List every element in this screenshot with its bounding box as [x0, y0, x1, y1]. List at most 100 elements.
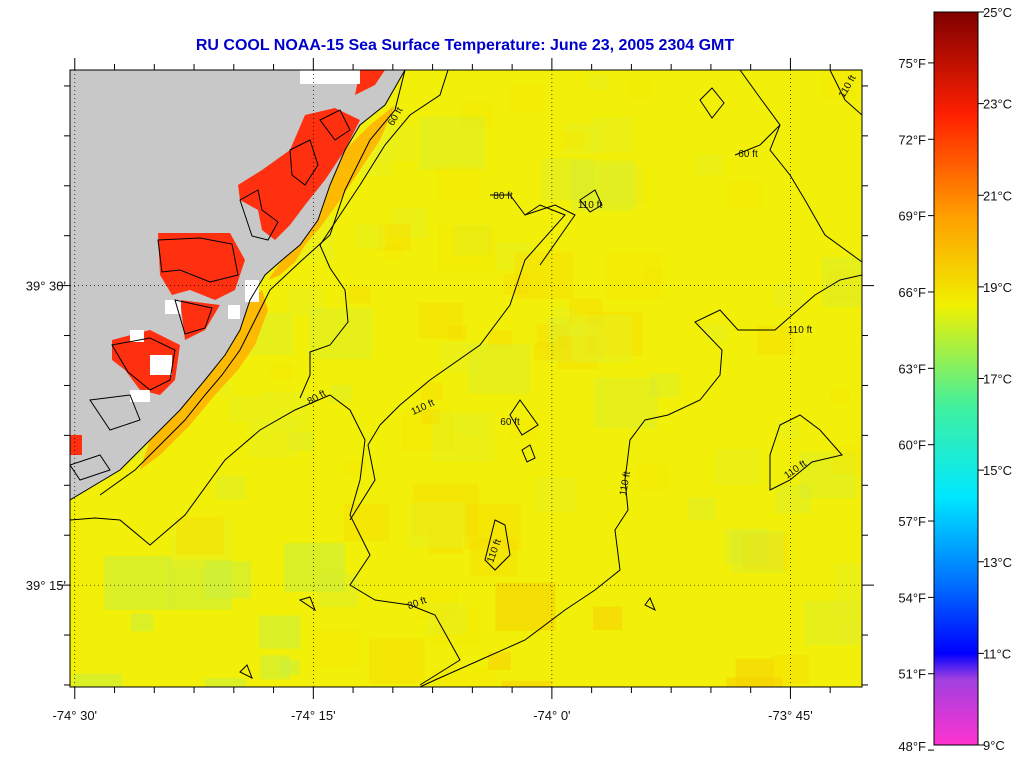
- graticule: [70, 70, 862, 687]
- map-title: RU COOL NOAA-15 Sea Surface Temperature:…: [195, 37, 735, 54]
- sst-patch: [503, 273, 529, 295]
- sst-patch: [705, 324, 728, 343]
- sst-patch: [778, 420, 801, 439]
- sst-patch: [421, 382, 443, 400]
- warm-bay-water: [70, 70, 385, 455]
- colorbar-celsius-label: 21°C: [983, 188, 1012, 203]
- sst-patch: [348, 285, 371, 304]
- sst-patch: [104, 555, 172, 610]
- sst-patch: [727, 180, 763, 209]
- sst-patch: [637, 464, 670, 490]
- sst-patch: [420, 409, 440, 425]
- sst-patch: [215, 475, 246, 500]
- sst-patch: [553, 307, 576, 325]
- sst-patch: [564, 123, 603, 154]
- sst-patch: [534, 477, 578, 512]
- colorbar-celsius-label: 25°C: [983, 5, 1012, 20]
- sst-patch: [731, 531, 784, 573]
- sst-patch: [588, 74, 608, 90]
- depth-contours: [70, 70, 862, 687]
- sst-patch: [259, 615, 301, 649]
- sst-patch: [311, 630, 360, 669]
- sst-patch: [438, 225, 496, 271]
- sst-patch: [536, 323, 570, 350]
- sst-patch: [821, 257, 862, 308]
- sst-patch: [644, 267, 664, 283]
- colorbar-fahrenheit-label: 66°F: [898, 285, 926, 300]
- sst-patch: [715, 449, 761, 486]
- lon-tick-label: -73° 45': [768, 708, 813, 723]
- colorbar: [933, 11, 979, 746]
- sst-patch: [464, 503, 522, 550]
- colorbar-fahrenheit-label: 48°F: [898, 739, 926, 754]
- sst-patch: [170, 519, 232, 568]
- sst-patch: [204, 561, 252, 599]
- sst-patch: [495, 582, 556, 631]
- colorbar-celsius-label: 23°C: [983, 97, 1012, 112]
- sst-patch: [308, 308, 373, 359]
- sst-patch: [228, 395, 263, 423]
- sst-patch: [687, 497, 716, 521]
- sst-patch: [724, 528, 769, 565]
- sst-patch: [431, 411, 495, 462]
- sst-patch: [453, 224, 493, 256]
- sst-patch: [72, 673, 123, 687]
- lon-tick-label: -74° 30': [52, 708, 97, 723]
- sst-patch: [594, 377, 658, 429]
- sst-patch: [650, 373, 680, 398]
- sst-patch: [488, 651, 511, 670]
- colorbar-celsius-label: 9°C: [983, 738, 1005, 753]
- sst-patch: [303, 686, 322, 687]
- sst-patch: [317, 574, 359, 607]
- colorbar-celsius-label: 15°C: [983, 463, 1012, 478]
- contour-label: 60 ft: [500, 417, 520, 428]
- sst-patch: [355, 224, 386, 249]
- sst-patch: [418, 302, 464, 339]
- sst-patch: [436, 166, 479, 201]
- colorbar-celsius-label: 13°C: [983, 555, 1012, 570]
- sst-patch: [571, 314, 632, 363]
- sst-patch: [131, 613, 154, 632]
- sst-patch: [829, 387, 850, 404]
- colorbar-fahrenheit-label: 54°F: [898, 590, 926, 605]
- sst-patch: [384, 245, 403, 260]
- colorbar-fahrenheit-label: 72°F: [898, 132, 926, 147]
- sst-patch: [831, 445, 862, 474]
- sst-patch: [390, 207, 429, 238]
- colorbar-celsius-label: 11°C: [983, 646, 1011, 661]
- contour-label: 110 ft: [618, 470, 633, 496]
- colorbar-fahrenheit-label: 69°F: [898, 209, 926, 224]
- sst-patch: [592, 606, 623, 631]
- sst-patch: [835, 562, 862, 615]
- contour-label: 110 ft: [578, 200, 602, 211]
- lat-tick-label: 39° 30': [26, 279, 66, 294]
- colorbar-celsius-label: 17°C: [983, 372, 1012, 387]
- sst-patch: [495, 242, 531, 271]
- sst-patch: [510, 419, 535, 440]
- sst-patch: [249, 418, 299, 458]
- sst-patch: [426, 603, 467, 636]
- colorbar-ticks: [928, 11, 984, 751]
- sst-patch: [826, 270, 862, 303]
- sst-patch: [509, 84, 544, 113]
- sst-patch: [836, 621, 862, 645]
- colorbar-fahrenheit-label: 51°F: [898, 667, 926, 682]
- orange-shelf-water: [140, 105, 395, 470]
- sst-patch: [343, 458, 366, 478]
- lon-tick-label: -74° 0': [533, 708, 570, 723]
- lon-tick-label: -74° 15': [291, 708, 336, 723]
- sst-patch: [533, 342, 557, 361]
- colorbar-celsius-label: 19°C: [983, 280, 1012, 295]
- sst-patch: [461, 102, 494, 128]
- sst-patch: [441, 341, 479, 372]
- sst-patch: [696, 154, 723, 176]
- contour-label: 110 ft: [788, 325, 812, 336]
- colorbar-fahrenheit-label: 63°F: [898, 361, 926, 376]
- sst-patch: [204, 678, 246, 687]
- sst-patch: [448, 325, 468, 341]
- sst-patch: [488, 330, 513, 350]
- sst-patch: [329, 384, 352, 403]
- sst-patch: [501, 680, 552, 687]
- sst-patch: [773, 282, 804, 307]
